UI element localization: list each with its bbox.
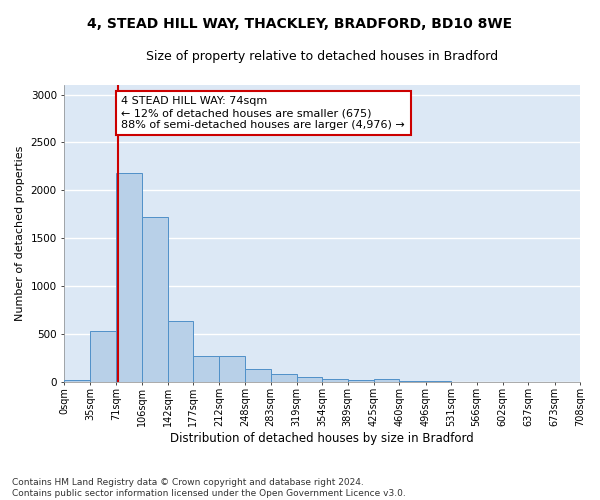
Title: Size of property relative to detached houses in Bradford: Size of property relative to detached ho… bbox=[146, 50, 498, 63]
Bar bbox=[374, 379, 400, 382]
Bar bbox=[142, 217, 168, 382]
Bar bbox=[193, 356, 219, 382]
Text: Contains HM Land Registry data © Crown copyright and database right 2024.
Contai: Contains HM Land Registry data © Crown c… bbox=[12, 478, 406, 498]
Bar bbox=[90, 331, 116, 382]
Bar bbox=[271, 374, 297, 382]
Text: 4 STEAD HILL WAY: 74sqm
← 12% of detached houses are smaller (675)
88% of semi-d: 4 STEAD HILL WAY: 74sqm ← 12% of detache… bbox=[121, 96, 405, 130]
Bar bbox=[425, 380, 451, 382]
Bar bbox=[116, 172, 142, 382]
Text: 4, STEAD HILL WAY, THACKLEY, BRADFORD, BD10 8WE: 4, STEAD HILL WAY, THACKLEY, BRADFORD, B… bbox=[88, 18, 512, 32]
Bar bbox=[297, 376, 322, 382]
Bar bbox=[64, 380, 90, 382]
Bar bbox=[245, 368, 271, 382]
Bar bbox=[219, 356, 245, 382]
Bar bbox=[168, 321, 193, 382]
Bar bbox=[322, 378, 348, 382]
X-axis label: Distribution of detached houses by size in Bradford: Distribution of detached houses by size … bbox=[170, 432, 474, 445]
Bar bbox=[348, 380, 374, 382]
Y-axis label: Number of detached properties: Number of detached properties bbox=[15, 146, 25, 321]
